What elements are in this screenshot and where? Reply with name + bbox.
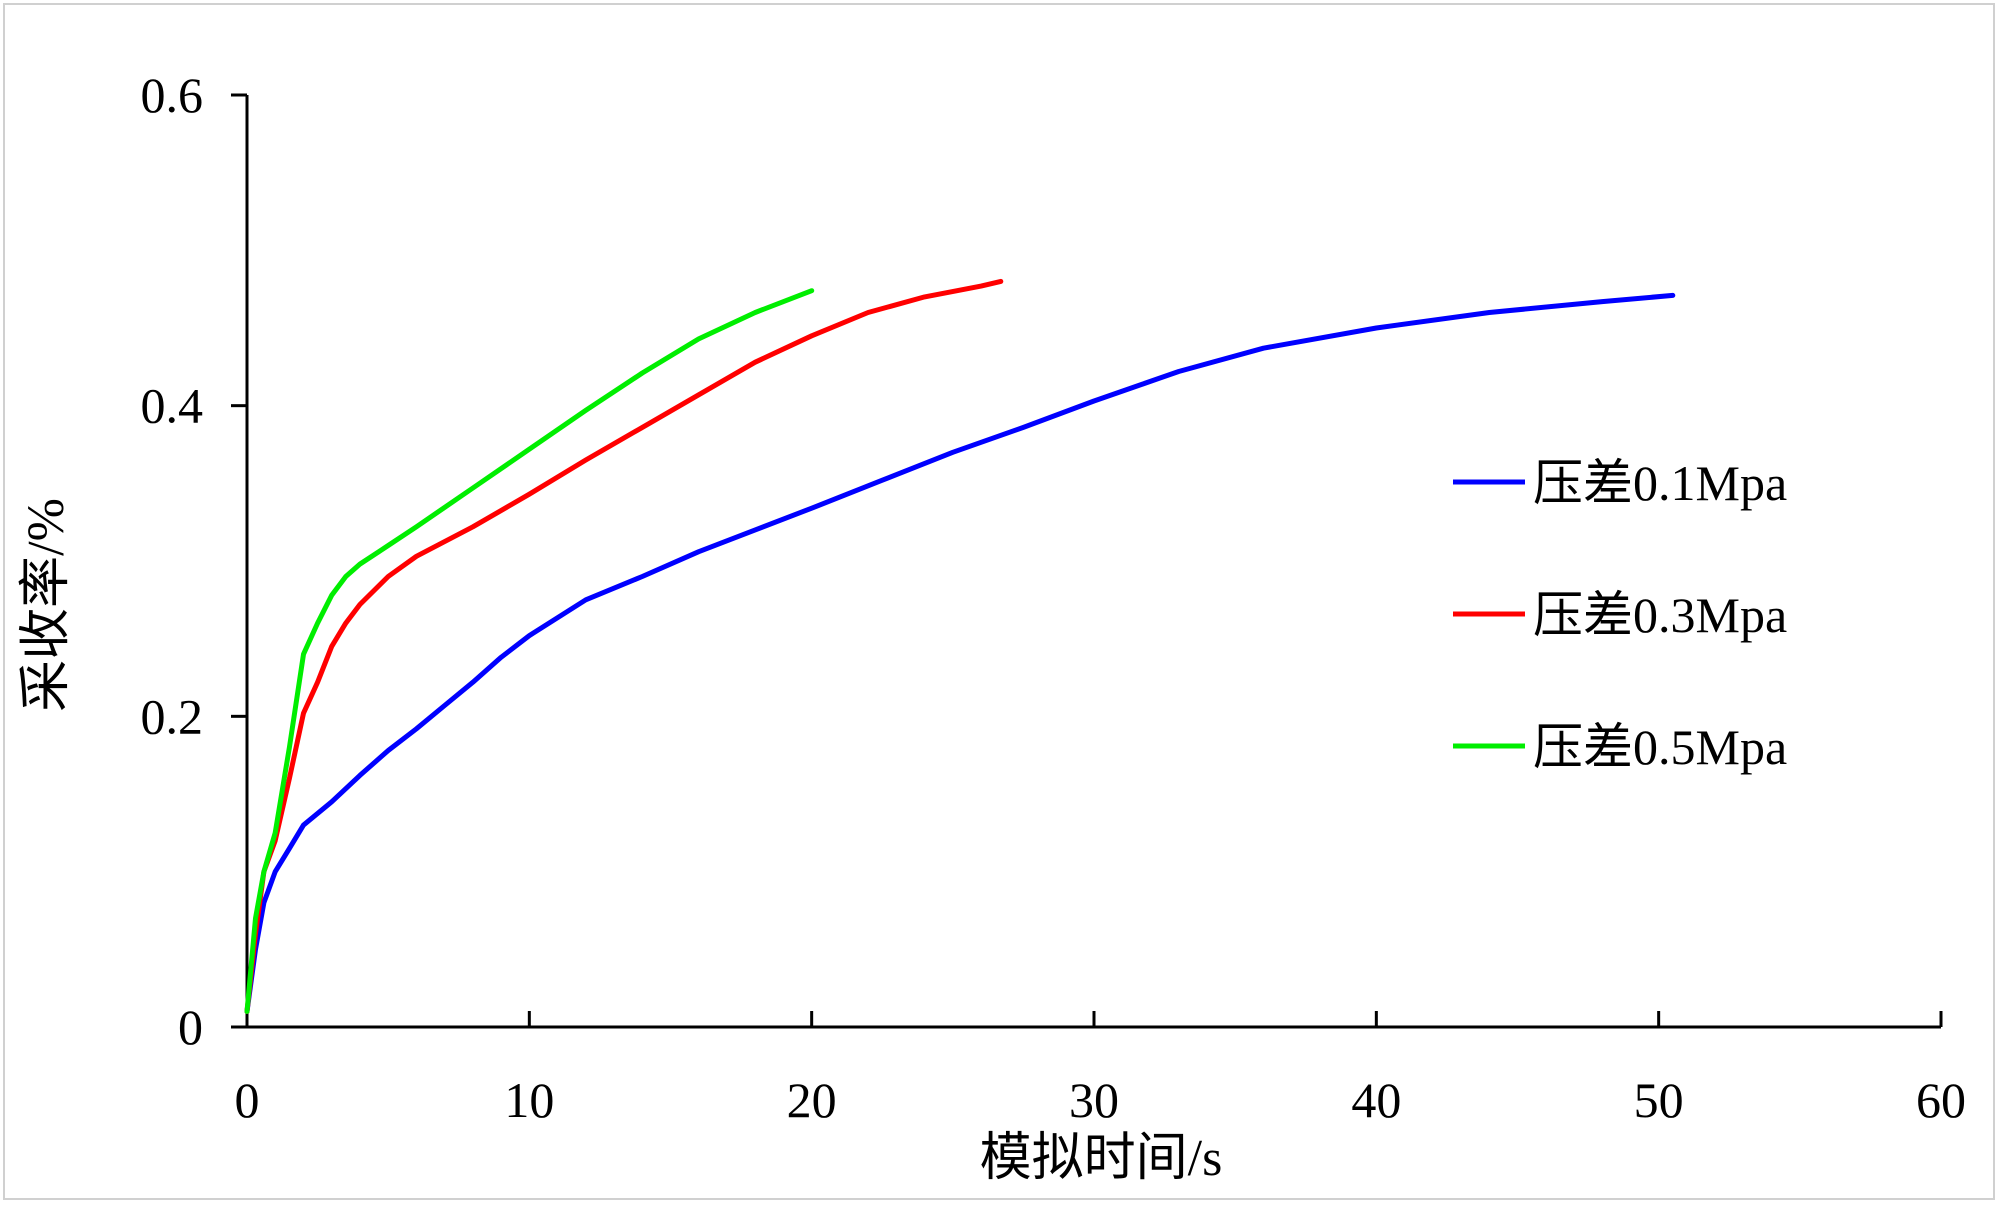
series-line-3 xyxy=(244,288,815,1014)
y-tick-label: 0 xyxy=(178,999,203,1055)
y-tick-label: 0.4 xyxy=(141,378,204,434)
x-tick-label: 40 xyxy=(1351,1072,1401,1128)
y-tick-label: 0.6 xyxy=(141,67,204,123)
x-tick-label: 60 xyxy=(1916,1072,1966,1128)
chart-frame: 0 0.2 0.4 0.6 0 10 20 30 40 50 60 压差0.1Mpa 压差0.3Mpa… xyxy=(3,3,1995,1200)
legend-label: 压差0.3Mpa xyxy=(1533,587,1787,643)
legend-label: 压差0.1Mpa xyxy=(1533,455,1787,511)
series-line-2 xyxy=(244,278,1004,1014)
x-tick-label: 0 xyxy=(235,1072,260,1128)
x-tick-label: 30 xyxy=(1069,1072,1119,1128)
series-line-1 xyxy=(244,292,1676,1014)
legend-label: 压差0.5Mpa xyxy=(1533,719,1787,775)
x-tick-label: 20 xyxy=(787,1072,837,1128)
legend: 压差0.1Mpa 压差0.3Mpa 压差0.5Mpa xyxy=(1453,455,1787,775)
y-tick-label: 0.2 xyxy=(141,688,204,744)
series-lines xyxy=(244,278,1676,1014)
x-axis-title: 模拟时间/s xyxy=(980,1130,1223,1187)
y-axis-title: 采收率/% xyxy=(18,498,75,712)
axes: 0 0.2 0.4 0.6 0 10 20 30 40 50 60 xyxy=(141,67,1967,1128)
line-chart: 0 0.2 0.4 0.6 0 10 20 30 40 50 60 压差0.1Mpa 压差0.3Mpa… xyxy=(18,67,1967,1187)
x-tick-label: 50 xyxy=(1634,1072,1684,1128)
x-tick-label: 10 xyxy=(504,1072,554,1128)
